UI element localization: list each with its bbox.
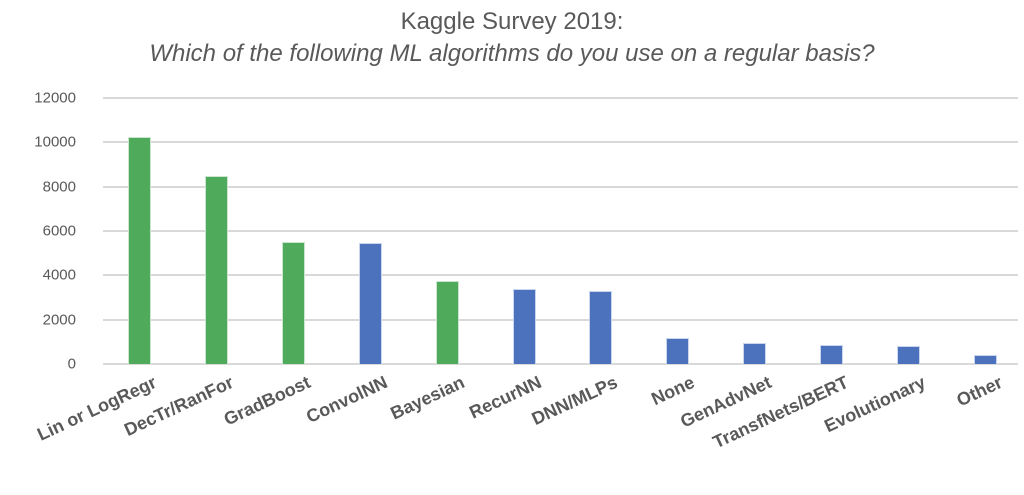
- bar: [897, 346, 920, 364]
- gridline: [103, 363, 1018, 365]
- y-tick-label: 2000: [42, 311, 76, 329]
- y-tick-label: 0: [67, 355, 76, 373]
- bar: [358, 242, 382, 364]
- gridline: [103, 141, 1018, 144]
- bar: [281, 242, 305, 364]
- y-tick-label: 8000: [42, 178, 76, 196]
- y-tick-label: 10000: [34, 133, 76, 151]
- bar: [128, 137, 151, 364]
- x-tick-label: GradBoost: [220, 372, 314, 430]
- y-tick-label: 12000: [34, 89, 76, 107]
- bar: [204, 176, 228, 364]
- x-tick-label: Bayesian: [387, 372, 468, 424]
- y-tick-label: 4000: [42, 266, 76, 284]
- bar: [743, 342, 767, 364]
- bar: [589, 291, 613, 364]
- gridline: [103, 230, 1018, 232]
- bar: [435, 281, 459, 364]
- bar: [666, 338, 690, 364]
- chart-title: Kaggle Survey 2019:: [400, 8, 624, 35]
- plot-area: [103, 97, 1018, 365]
- x-tick-label: DNN/MLPs: [529, 372, 621, 430]
- bar: [820, 344, 844, 364]
- x-tick-label: ConvolNN: [302, 372, 391, 427]
- bar: [973, 355, 997, 364]
- gridline: [103, 318, 1018, 321]
- gridline: [103, 185, 1018, 188]
- chart-subtitle: Which of the following ML algorithms do …: [149, 40, 875, 67]
- x-tick-label: None: [648, 372, 698, 410]
- x-tick-label: Other: [953, 372, 1006, 411]
- bar: [512, 289, 536, 364]
- gridline: [103, 97, 1018, 99]
- y-tick-label: 6000: [42, 222, 76, 240]
- gridline: [103, 274, 1018, 277]
